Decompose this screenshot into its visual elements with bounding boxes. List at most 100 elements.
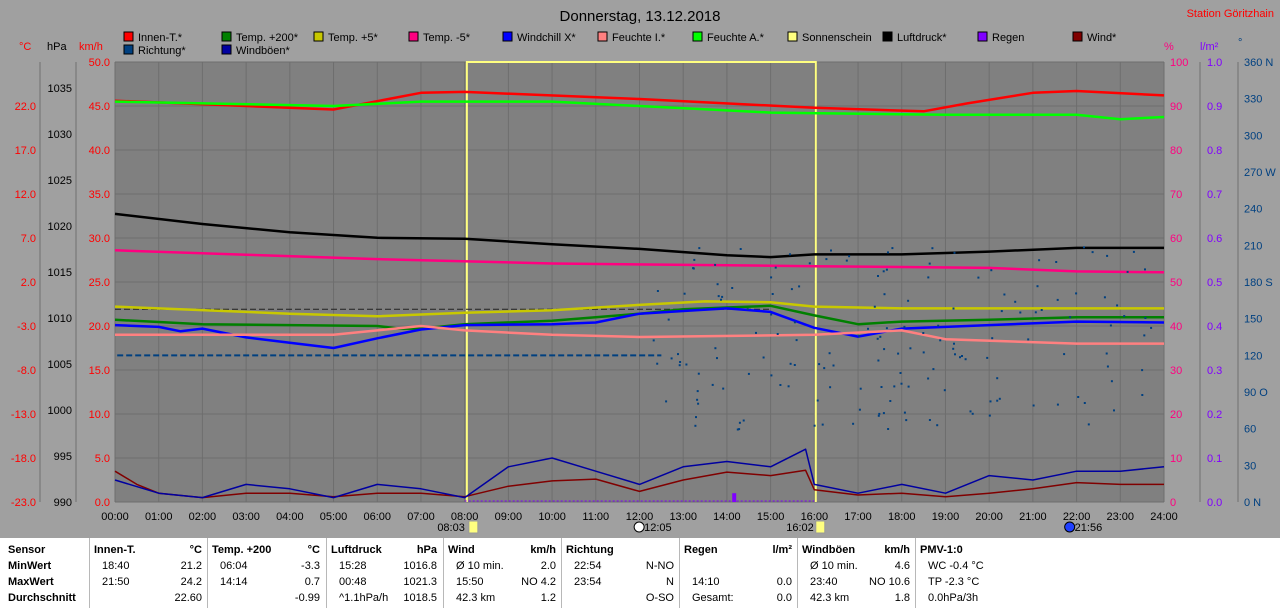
direction-dot xyxy=(988,414,991,417)
stats-value: NO 10.6 xyxy=(869,576,910,588)
direction-dot xyxy=(909,347,912,350)
direction-dot xyxy=(927,276,930,279)
sun-marker-icon xyxy=(633,521,645,533)
direction-dot xyxy=(907,299,910,302)
kmh-tick-label: 15.0 xyxy=(89,365,110,377)
stats-value: 24.2 xyxy=(180,576,202,588)
hpa-unit-label: hPa xyxy=(47,41,67,53)
rain-tick-label: 0.6 xyxy=(1207,233,1222,245)
direction-dot xyxy=(971,412,974,415)
stats-group-name: Temp. +200 xyxy=(212,544,272,556)
hpa-tick-label: 1035 xyxy=(48,83,72,95)
hpa-tick-label: 1025 xyxy=(48,175,72,187)
rain-bar xyxy=(732,493,737,502)
direction-dot xyxy=(667,318,670,321)
legend-label: Sonnenschein xyxy=(802,32,872,44)
direction-dot xyxy=(832,364,835,367)
stats-value: -0.99 xyxy=(294,592,320,604)
stats-row: 06:04 -3.3 xyxy=(212,558,324,574)
direction-tick-label: 30 xyxy=(1244,460,1256,472)
rain-tick-label: 0.0 xyxy=(1207,497,1222,509)
direction-dot xyxy=(1040,309,1043,311)
time-tick-label: 08:00 xyxy=(451,511,479,523)
rain-tick-label: 0.2 xyxy=(1207,409,1222,421)
direction-dot xyxy=(793,364,796,366)
percent-unit-label: % xyxy=(1164,41,1174,53)
series-line xyxy=(115,324,1164,345)
direction-dot xyxy=(762,356,765,359)
time-tick-label: 09:00 xyxy=(495,511,523,523)
right-axes: 10090807060504030201001.00.90.80.70.60.5… xyxy=(1170,57,1276,509)
time-tick-label: 01:00 xyxy=(145,511,173,523)
stats-row: Ø 10 min. 2.0 xyxy=(448,558,560,574)
direction-dot xyxy=(685,363,688,366)
stats-row: -0.99 xyxy=(212,590,324,606)
stats-row: 23:40 NO 10.6 xyxy=(802,574,914,590)
direction-dot xyxy=(652,339,655,342)
direction-dot xyxy=(1106,254,1109,257)
stats-group: Windböen km/h Ø 10 min. 4.6 23:40 NO 10.6 42.3… xyxy=(802,542,914,606)
stats-group: Temp. +200 °C 06:04 -3.3 14:14 0.7 -0.99 xyxy=(212,542,324,606)
direction-dot xyxy=(859,387,862,390)
stats-row: 42.3 km 1.8 xyxy=(802,590,914,606)
direction-dot xyxy=(961,355,963,357)
celsius-tick-label: 12.0 xyxy=(15,189,36,201)
time-tick-label: 02:00 xyxy=(189,511,217,523)
direction-dot xyxy=(771,293,774,295)
direction-dot xyxy=(770,276,773,279)
legend-label: Temp. +5* xyxy=(328,32,379,44)
stats-value: 1016.8 xyxy=(403,560,437,572)
direction-dot xyxy=(900,382,903,385)
direction-dot xyxy=(818,363,821,366)
direction-dot xyxy=(739,248,742,250)
rain-tick-label: 0.5 xyxy=(1207,277,1222,289)
kmh-tick-label: 35.0 xyxy=(89,189,110,201)
time-tick-label: 23:00 xyxy=(1107,511,1135,523)
direction-dot xyxy=(1132,250,1135,253)
celsius-tick-label: 22.0 xyxy=(15,101,36,113)
direction-dot xyxy=(996,377,999,380)
direction-dot xyxy=(1141,369,1144,372)
stats-time: 42.3 km xyxy=(810,592,850,604)
direction-tick-label: 240 xyxy=(1244,204,1262,216)
time-tick-label: 15:00 xyxy=(757,511,785,523)
direction-dot xyxy=(989,400,992,403)
direction-dot xyxy=(889,400,892,402)
stats-time: 14:14 xyxy=(220,576,248,588)
direction-dot xyxy=(829,386,832,389)
celsius-tick-label: 7.0 xyxy=(21,233,36,245)
time-tick-label: 10:00 xyxy=(538,511,566,523)
direction-dot xyxy=(953,251,956,254)
time-tick-label: 12:00 xyxy=(626,511,654,523)
direction-dot xyxy=(825,258,828,261)
station-label: Station Göritzhain xyxy=(1187,8,1274,20)
stats-time: 21:50 xyxy=(102,576,130,588)
legend-swatch xyxy=(123,31,134,42)
stats-time: 00:48 xyxy=(339,576,367,588)
direction-dot xyxy=(1083,246,1085,249)
kmh-tick-label: 5.0 xyxy=(95,453,110,465)
direction-dot xyxy=(899,372,902,374)
series-line xyxy=(114,89,1165,113)
stats-separator xyxy=(679,538,680,608)
direction-dot xyxy=(991,337,994,340)
stats-group-header: Windböen km/h xyxy=(802,542,914,558)
direction-dot xyxy=(716,283,719,286)
celsius-tick-label: 17.0 xyxy=(15,145,36,157)
direction-dot xyxy=(1123,315,1126,318)
direction-dot xyxy=(1083,402,1086,404)
stats-row: ^1.1hPa/h 1018.5 xyxy=(331,590,441,606)
legend-label: Richtung* xyxy=(138,45,186,57)
direction-dot xyxy=(952,307,955,310)
direction-dot xyxy=(903,325,906,328)
stats-value: N-NO xyxy=(645,560,674,572)
sun-events: 08:03 12:05 16:02 21:56 xyxy=(437,520,1102,534)
celsius-tick-label: -23.0 xyxy=(11,497,36,509)
rain-tick-label: 0.3 xyxy=(1207,365,1222,377)
stats-time: Gesamt: xyxy=(692,592,734,604)
direction-dot xyxy=(738,428,741,431)
legend-swatch xyxy=(692,31,703,42)
direction-dot xyxy=(927,377,930,380)
series-line xyxy=(114,249,1165,274)
direction-dot xyxy=(742,419,745,422)
